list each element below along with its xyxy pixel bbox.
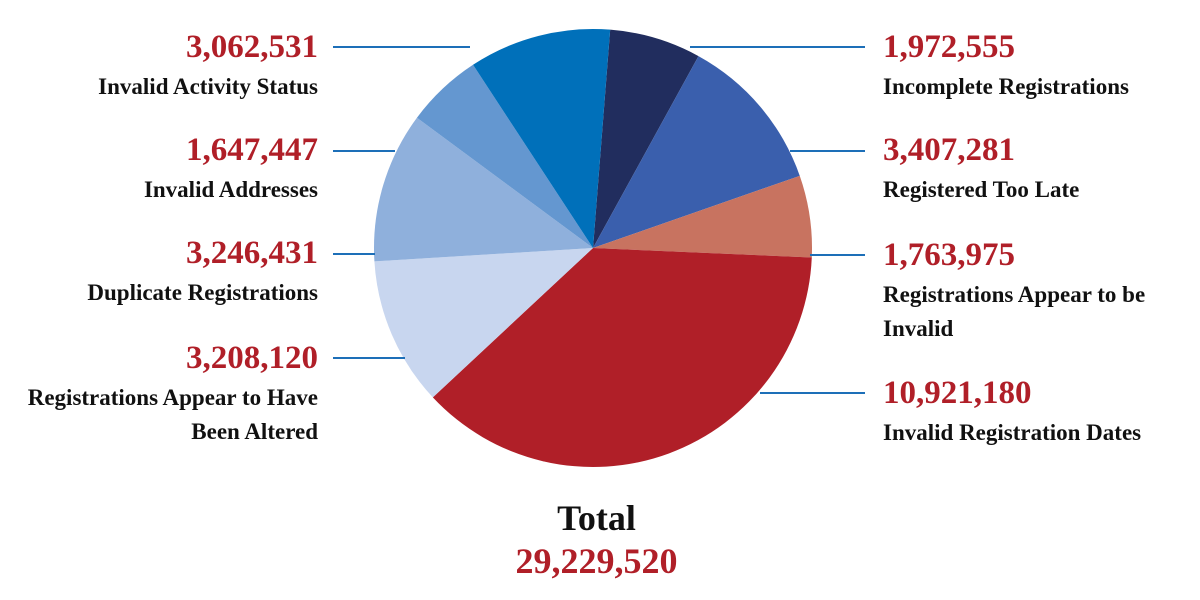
total-title: Total bbox=[557, 498, 636, 538]
value-label: 10,921,180 bbox=[883, 375, 1032, 411]
pie-slice bbox=[593, 29, 699, 248]
category-label: Invalid Addresses bbox=[143, 177, 318, 202]
pie-slice bbox=[432, 248, 812, 467]
pie-slice bbox=[374, 117, 593, 262]
total-value: 29,229,520 bbox=[515, 541, 678, 581]
pie-slice bbox=[593, 175, 812, 258]
category-label: Invalid Activity Status bbox=[98, 74, 318, 99]
value-label: 3,246,431 bbox=[186, 235, 318, 271]
value-label: 3,407,281 bbox=[883, 132, 1015, 168]
category-label: Invalid Registration Dates bbox=[883, 420, 1142, 445]
pie-slice bbox=[473, 29, 611, 248]
pie-slice bbox=[416, 64, 593, 248]
value-label: 3,208,120 bbox=[186, 340, 318, 376]
category-label: Duplicate Registrations bbox=[87, 280, 318, 305]
pie-slice bbox=[374, 248, 593, 398]
pie-slice bbox=[593, 56, 800, 248]
category-label: Registered Too Late bbox=[883, 177, 1080, 202]
category-label: Incomplete Registrations bbox=[883, 74, 1129, 99]
value-label: 1,647,447 bbox=[186, 132, 318, 168]
value-label: 3,062,531 bbox=[186, 29, 318, 65]
category-label: Registrations Appear to Have Been Altere… bbox=[27, 385, 318, 444]
value-label: 1,763,975 bbox=[883, 237, 1015, 273]
value-label: 1,972,555 bbox=[883, 29, 1015, 65]
category-label: Registrations Appear to be Invalid bbox=[883, 282, 1146, 341]
